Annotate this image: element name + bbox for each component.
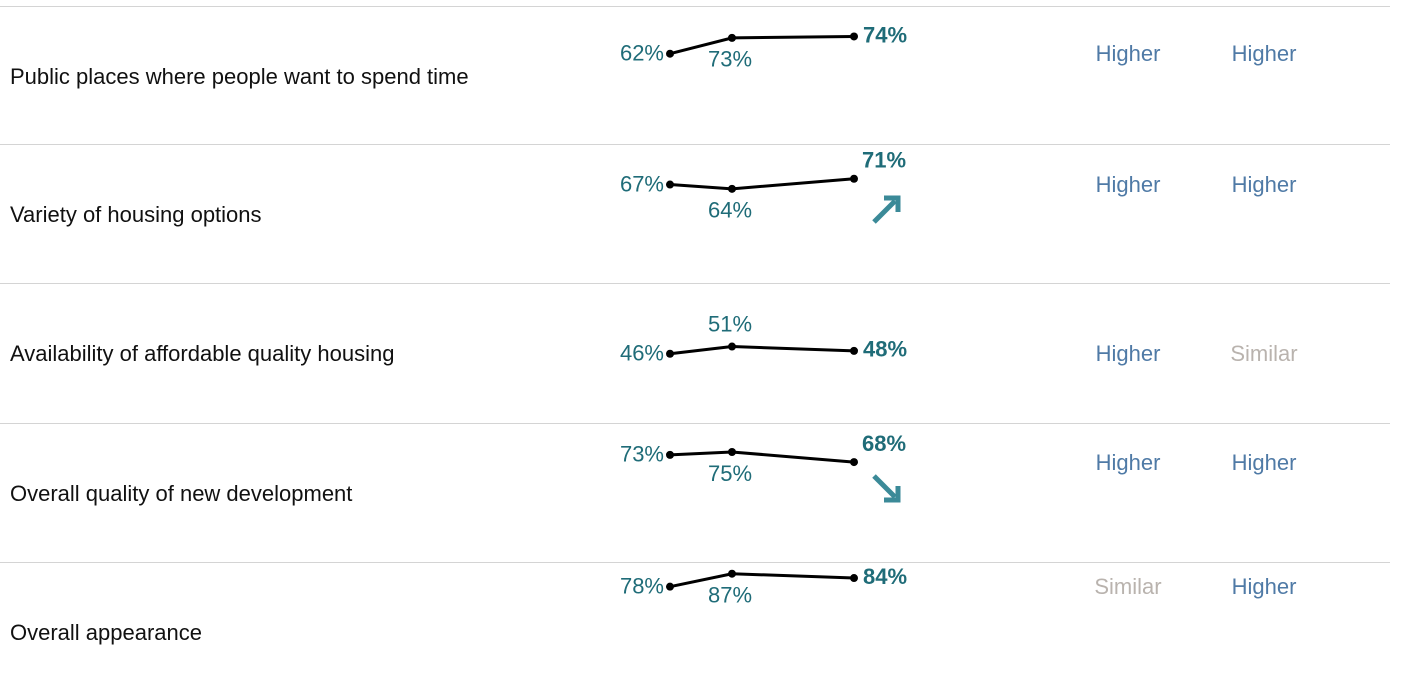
value-label: 46% (620, 341, 664, 366)
value-label: 64% (708, 198, 752, 223)
sparkline (669, 177, 855, 191)
sparkline (669, 572, 855, 589)
sparkline (669, 34, 855, 56)
sparkline (669, 450, 855, 464)
row-separator (0, 6, 1390, 7)
sparkline-point (666, 49, 674, 58)
row-label: Variety of housing options (10, 202, 262, 227)
value-label: 75% (708, 461, 752, 486)
sparkline-point (728, 342, 736, 351)
sparkline-point (728, 569, 736, 578)
trend-arrow-down (872, 474, 901, 503)
value-label: 67% (620, 171, 664, 196)
comparison: Higher (1231, 449, 1297, 475)
comparison: Higher (1231, 40, 1297, 66)
comparison: Higher (1095, 449, 1161, 475)
comparison: Higher (1231, 573, 1297, 599)
row-label: Overall quality of new development (10, 481, 353, 506)
sparkline-point (666, 582, 674, 591)
value-label-latest: 71% (862, 148, 906, 173)
sparkline-point (850, 574, 858, 583)
value-label: 78% (620, 573, 664, 598)
value-label: 73% (708, 47, 752, 72)
value-label-latest: 74% (863, 22, 907, 47)
row-separator (0, 423, 1390, 424)
comparison: Higher (1095, 340, 1161, 366)
comparison: Similar (1230, 340, 1298, 366)
value-label-latest: 48% (863, 337, 907, 362)
value-label: 62% (620, 41, 664, 66)
sparkline-point (666, 349, 674, 358)
row-separator (0, 562, 1390, 563)
sparkline-point (850, 174, 858, 183)
sparkline-point (850, 32, 858, 41)
sparkline-point (666, 180, 674, 189)
value-label: 51% (708, 311, 752, 336)
trend-arrow-up (872, 195, 901, 224)
row-label: Public places where people want to spend… (10, 64, 469, 89)
row-separator (0, 144, 1390, 145)
sparkline-point (666, 450, 674, 459)
comparison: Higher (1095, 171, 1161, 197)
value-label: 73% (620, 442, 664, 467)
sparkline-point (728, 33, 736, 42)
sparkline-point (850, 346, 858, 355)
comparison: Higher (1231, 171, 1297, 197)
sparkline-point (728, 184, 736, 193)
row-label: Overall appearance (10, 620, 203, 645)
value-label: 87% (708, 583, 752, 608)
row-label: Availability of affordable quality housi… (10, 341, 395, 366)
comparison: Similar (1094, 573, 1162, 599)
comparison: Higher (1095, 40, 1161, 66)
sparkline-point (850, 458, 858, 467)
row-separator (0, 283, 1390, 284)
value-label-latest: 84% (863, 564, 907, 589)
sparkline-point (728, 448, 736, 456)
value-label-latest: 68% (862, 431, 906, 456)
sparkline (669, 345, 855, 356)
